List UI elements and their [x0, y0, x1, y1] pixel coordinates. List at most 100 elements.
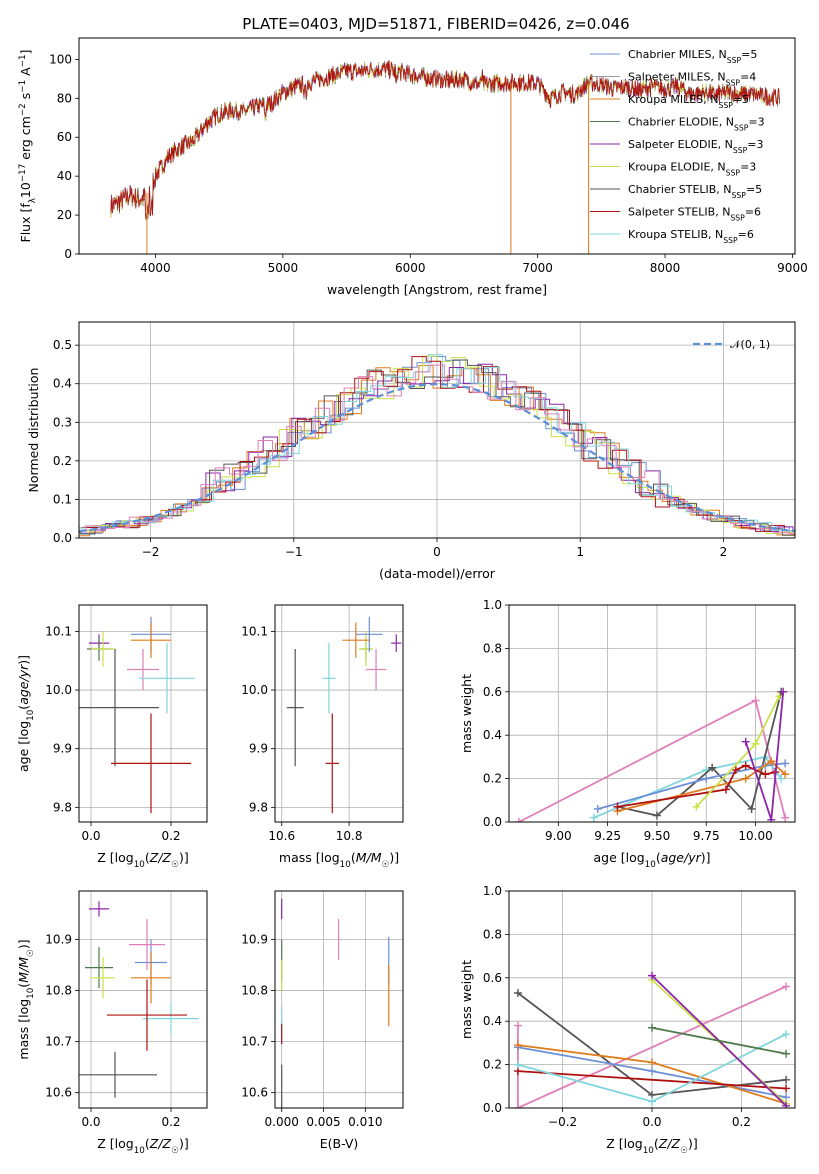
weight-marker	[648, 971, 656, 980]
x-tick-label: 0.0	[81, 1115, 100, 1129]
y-tick-label: 10.6	[45, 1086, 72, 1100]
legend-entry: 𝒩(0, 1)	[730, 338, 770, 351]
x-tick-label: −1	[285, 545, 303, 559]
y-tick-label: 9.9	[249, 742, 268, 756]
errorbar-point	[107, 979, 187, 1051]
weight-marker	[741, 774, 750, 783]
x-tick-label: 9.00	[545, 829, 572, 843]
weight-marker	[775, 692, 784, 701]
weight-marker	[781, 770, 790, 779]
y-tick-label: 1.0	[483, 598, 502, 612]
y-tick-label: 0.0	[483, 815, 502, 829]
weight-marker	[761, 770, 770, 779]
weight-marker	[781, 813, 790, 822]
x-axis-label: Z [log10(Z/Z☉)]	[97, 1136, 188, 1156]
y-tick-label: 0.6	[483, 971, 502, 985]
weight-lines	[514, 687, 790, 822]
weight-marker	[648, 1023, 656, 1032]
errorbars	[79, 901, 199, 1098]
weight-marker	[731, 765, 740, 774]
y-tick-label: 10.9	[241, 933, 268, 947]
x-tick-label: 0.010	[348, 1115, 382, 1129]
errorbars	[79, 616, 195, 814]
weight-marker	[589, 813, 598, 822]
weight-marker	[613, 802, 622, 811]
weight-marker	[751, 739, 760, 748]
weight-marker	[747, 804, 756, 813]
weight-marker	[593, 804, 602, 813]
x-tick-label: 9.75	[693, 829, 720, 843]
errorbar-point	[391, 634, 402, 652]
y-tick-label: 10.0	[241, 683, 268, 697]
weight-marker	[513, 1060, 522, 1069]
y-tick-label: 1.0	[483, 884, 502, 898]
y-tick-label: 9.8	[249, 800, 268, 814]
y-tick-label: 10.0	[45, 683, 72, 697]
weight-marker	[741, 761, 750, 770]
y-tick-label: 0.2	[483, 772, 502, 786]
y-tick-label: 9.9	[53, 742, 72, 756]
spectrum-series	[110, 60, 780, 221]
errorbar-point	[79, 1051, 157, 1098]
x-tick-label: 10.6	[268, 829, 295, 843]
y-axis-label: Flux [fλ10−17 erg cm−2 s−1 A−1]	[18, 50, 38, 243]
legend-entry: Salpeter MILES, NSSP=4	[628, 71, 756, 88]
errorbar-point	[325, 713, 339, 814]
errorbar-point	[359, 631, 373, 667]
weight_vs_age-panel: 9.00 9.25 9.50 9.75 10.00 0.0 0.2 0.4 0.6 0.8 1.0 a…	[459, 598, 796, 870]
weight-marker	[782, 982, 791, 991]
weight-marker	[513, 988, 522, 997]
gaussian-curve	[79, 382, 795, 533]
y-tick-label: 0.8	[483, 641, 502, 655]
weight-marker	[777, 774, 786, 783]
x-tick-label: 0.0	[642, 1115, 661, 1129]
errorbar-point	[111, 713, 191, 814]
x-tick-label: 0.2	[161, 1115, 180, 1129]
errorbar-point	[365, 648, 387, 691]
age_vs_mass-panel: 10.6 10.8 9.8 9.9 10.0 10.1 mass [log10(M/M☉)]	[241, 604, 404, 870]
x-axis-label: mass [log10(M/M☉)]	[279, 850, 399, 870]
x-axis-label: (data-model)/error	[379, 566, 496, 581]
y-axis-label: mass [log10(M/M☉)]	[16, 939, 36, 1059]
y-tick-label: 0.2	[53, 454, 72, 468]
y-tick-label: 0.4	[483, 1014, 502, 1028]
axes-frame	[274, 890, 404, 1109]
x-tick-label: 0.2	[732, 1115, 751, 1129]
hist-series	[79, 364, 795, 534]
weight-marker	[648, 1058, 656, 1067]
y-tick-label: 9.8	[53, 800, 72, 814]
weight-marker	[782, 1075, 791, 1084]
weight_vs_Z-panel: −0.2 0.0 0.2 0.0 0.2 0.4 0.6 0.8 1.0 Z [log10(Z/Z…	[459, 884, 796, 1156]
weight-series	[617, 760, 786, 812]
y-tick-label: 0.0	[483, 1101, 502, 1115]
y-tick-label: 0.4	[483, 728, 502, 742]
x-tick-label: 9.50	[644, 829, 671, 843]
axes-frame	[78, 890, 208, 1109]
y-tick-label: 60	[57, 130, 72, 144]
y-axis-label: mass weight	[459, 960, 474, 1039]
errorbar-point	[91, 957, 115, 999]
x-tick-label: 5000	[268, 261, 299, 275]
x-axis-label: Z [log10(Z/Z☉)]	[606, 1136, 697, 1156]
legend-entry: Chabrier MILES, NSSP=5	[628, 48, 757, 65]
y-tick-label: 10.1	[45, 624, 72, 638]
errorbar-point	[131, 952, 171, 1004]
y-tick-label: 80	[57, 91, 72, 105]
weight-marker	[782, 1084, 791, 1093]
weight-marker	[767, 815, 776, 822]
y-tick-label: 10.9	[45, 933, 72, 947]
x-tick-label: 8000	[650, 261, 681, 275]
y-axis-label: mass weight	[459, 674, 474, 753]
weight-marker	[652, 811, 661, 820]
x-tick-label: 7000	[522, 261, 553, 275]
y-tick-label: 10.8	[45, 984, 72, 998]
weight-marker	[648, 1067, 656, 1076]
errorbar-point	[129, 919, 165, 971]
hist-lines	[79, 354, 795, 537]
errorbar-point	[91, 631, 115, 667]
y-tick-label: 10.7	[241, 1035, 268, 1049]
x-tick-label: 0.000	[265, 1115, 299, 1129]
errorbar-point	[127, 648, 159, 691]
x-tick-label: 9.25	[594, 829, 621, 843]
